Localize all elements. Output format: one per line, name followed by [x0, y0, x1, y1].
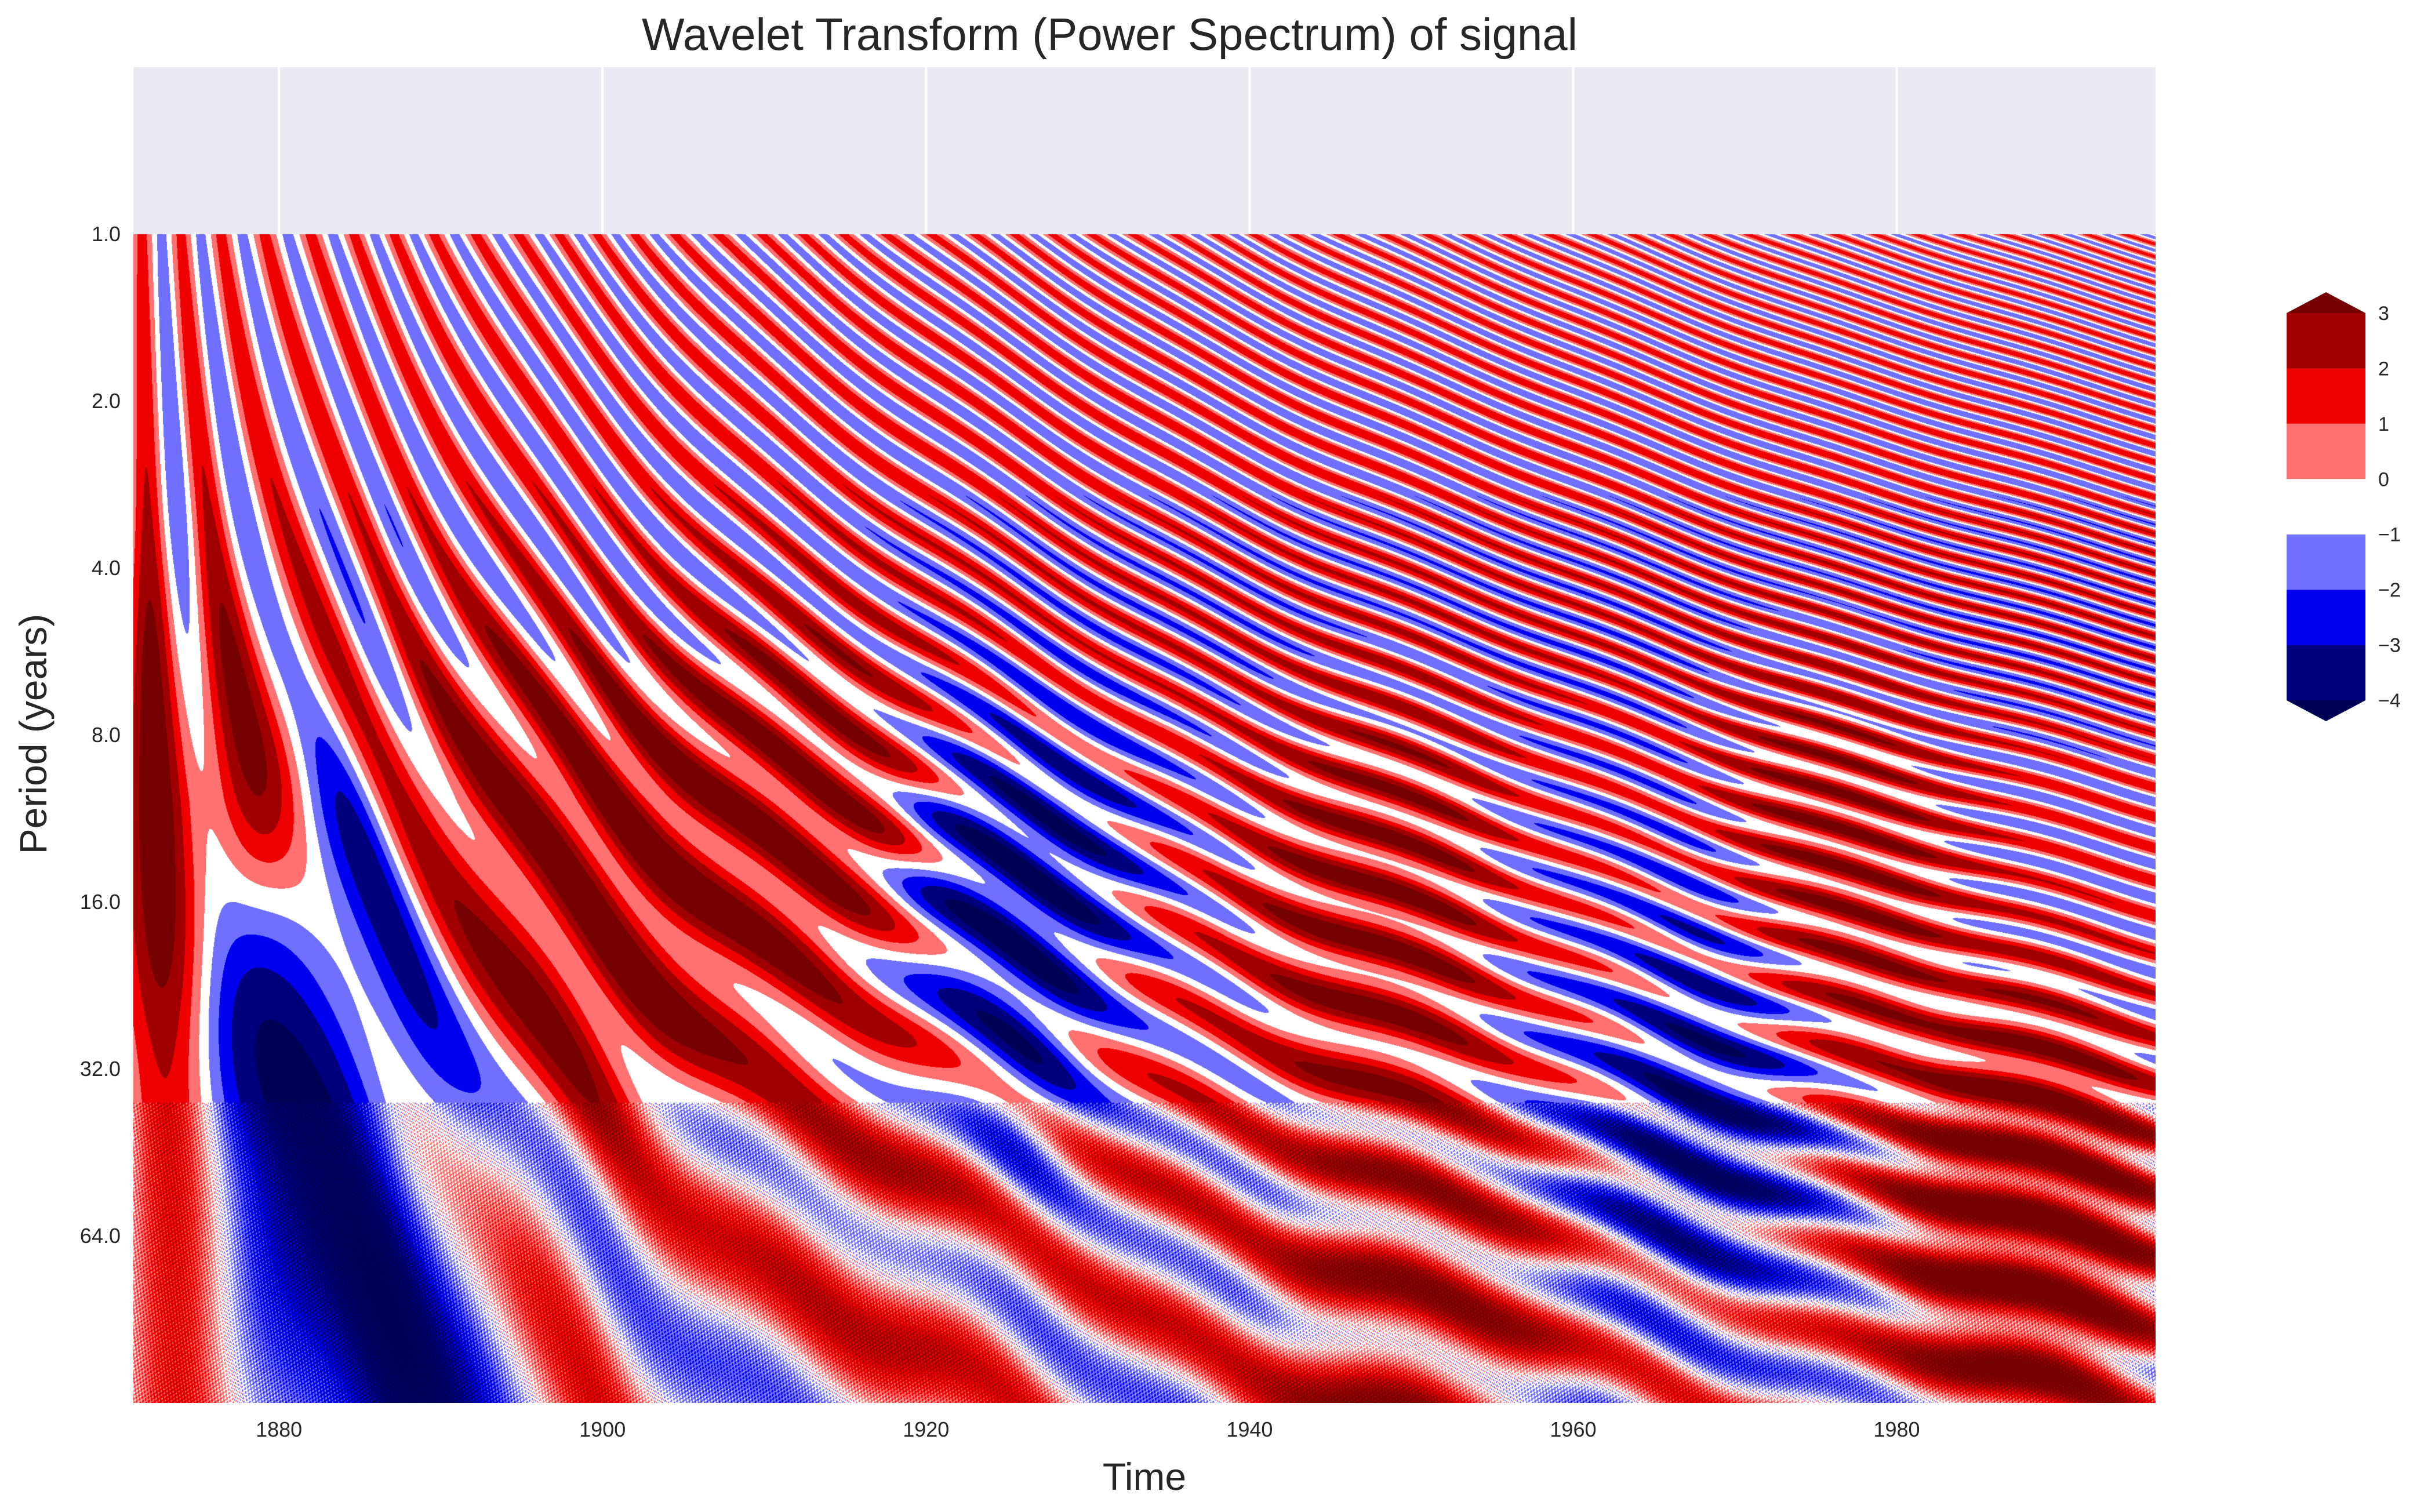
x-ticks: 1880 1900 1920 1940 1960 1980 — [256, 1418, 1920, 1441]
colorbar-tick-5: 1 — [2378, 413, 2389, 435]
colorbar-tick-1: −3 — [2378, 635, 2401, 657]
y-tick-label-4.0: 4.0 — [92, 556, 121, 580]
colorbar-tick-7: 3 — [2378, 303, 2389, 325]
colorbar-band-1-to-2 — [2287, 368, 2365, 424]
x-tick-label-1900: 1900 — [579, 1418, 626, 1441]
colorbar: −4 −3 −2 −1 0 1 2 3 — [2287, 292, 2401, 721]
y-tick-label-16.0: 16.0 — [80, 890, 121, 914]
x-tick-label-1980: 1980 — [1873, 1418, 1920, 1441]
y-tick-label-32.0: 32.0 — [80, 1057, 121, 1081]
contour-field — [133, 67, 2156, 1403]
colorbar-tick-0: −4 — [2378, 690, 2401, 712]
y-tick-label-1.0: 1.0 — [92, 222, 121, 246]
x-tick-label-1880: 1880 — [256, 1418, 302, 1441]
x-axis-label: Time — [1103, 1455, 1186, 1498]
colorbar-tick-3: −1 — [2378, 524, 2401, 546]
colorbar-band--2-to--1 — [2287, 534, 2365, 590]
y-axis-label: Period (years) — [12, 614, 54, 854]
x-tick-label-1940: 1940 — [1226, 1418, 1273, 1441]
colorbar-band-0-to-1 — [2287, 423, 2365, 479]
power-spectrum-contours — [133, 67, 2156, 1403]
y-ticks: 1.0 2.0 4.0 8.0 16.0 32.0 64.0 — [80, 222, 121, 1248]
colorbar-tick-6: 2 — [2378, 358, 2389, 380]
y-tick-label-64.0: 64.0 — [80, 1224, 121, 1248]
colorbar-tick-2: −2 — [2378, 579, 2401, 601]
colorbar-band--3-to--2 — [2287, 590, 2365, 645]
y-tick-label-2.0: 2.0 — [92, 389, 121, 413]
colorbar-extend-min — [2287, 700, 2365, 721]
colorbar-extend-max — [2287, 292, 2365, 313]
x-tick-label-1920: 1920 — [903, 1418, 949, 1441]
x-tick-label-1960: 1960 — [1550, 1418, 1596, 1441]
colorbar-band--4-to--3 — [2287, 645, 2365, 700]
colorbar-tick-4: 0 — [2378, 468, 2389, 490]
colorbar-band-2-to-3 — [2287, 313, 2365, 369]
colorbar-band--1-to-0 — [2287, 479, 2365, 535]
y-tick-label-8.0: 8.0 — [92, 723, 121, 747]
chart-title: Wavelet Transform (Power Spectrum) of si… — [642, 9, 1578, 60]
